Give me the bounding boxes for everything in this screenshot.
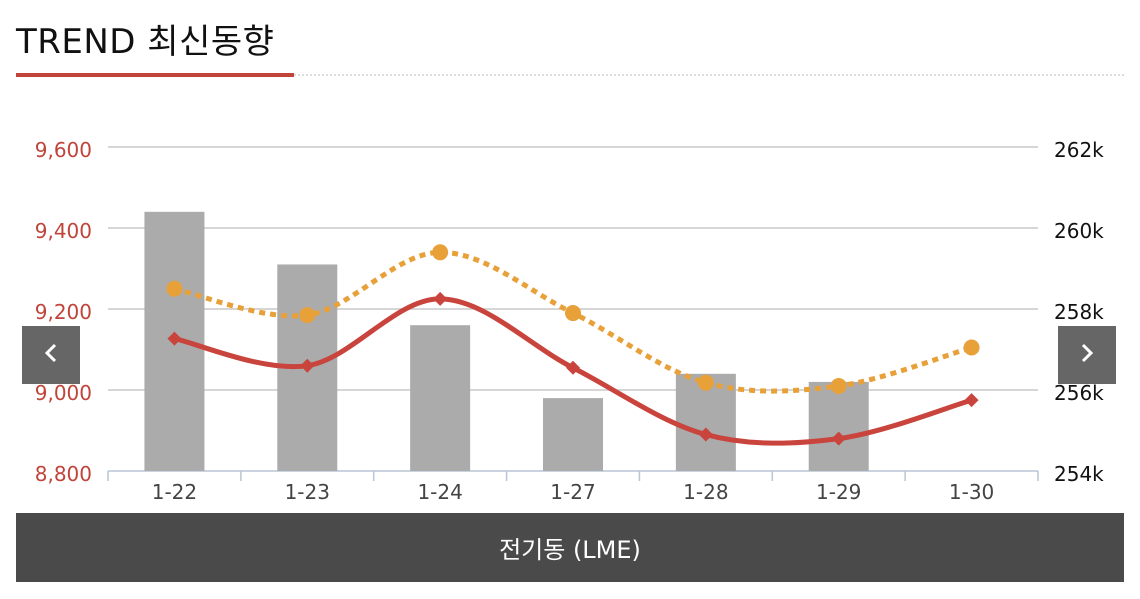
dotted-series-point bbox=[432, 244, 449, 261]
x-axis-tick-label: 1-27 bbox=[550, 480, 595, 504]
next-button[interactable] bbox=[1058, 326, 1116, 384]
x-axis-tick-label: 1-28 bbox=[683, 480, 728, 504]
prev-button[interactable] bbox=[22, 326, 80, 384]
x-axis-tick-label: 1-23 bbox=[285, 480, 330, 504]
page-title: TREND 최신동향 bbox=[16, 22, 275, 62]
x-axis-tick-label: 1-24 bbox=[417, 480, 462, 504]
left-axis-tick-label: 8,800 bbox=[35, 462, 92, 486]
left-axis-tick-label: 9,600 bbox=[35, 138, 92, 162]
dotted-series-point bbox=[697, 374, 714, 391]
right-axis-tick-label: 260k bbox=[1054, 219, 1104, 243]
right-axis-tick-label: 256k bbox=[1054, 381, 1104, 405]
bar bbox=[808, 381, 869, 471]
dotted-series-point bbox=[963, 339, 980, 356]
material-tab-copper-lme[interactable]: 전기동 (LME) bbox=[16, 513, 1124, 582]
x-axis-tick-label: 1-29 bbox=[816, 480, 861, 504]
trend-chart: 9,600 262k 9,400 260k 9,200 258k 9,000 256k 8,80… bbox=[35, 138, 1104, 504]
right-axis-tick-label: 258k bbox=[1054, 300, 1104, 324]
dotted-series-point bbox=[830, 377, 847, 394]
x-axis-tick-label: 1-22 bbox=[152, 480, 197, 504]
footer-label: 전기동 (LME) bbox=[499, 536, 641, 564]
dotted-series-point bbox=[565, 305, 581, 322]
solid-series-point bbox=[831, 431, 846, 446]
dotted-series-point bbox=[299, 307, 316, 324]
solid-series-point bbox=[167, 331, 182, 346]
right-axis-tick-label: 254k bbox=[1054, 462, 1104, 486]
solid-series-point bbox=[433, 291, 448, 306]
solid-series-point bbox=[566, 360, 580, 375]
left-axis-tick-label: 9,200 bbox=[35, 300, 92, 324]
chevron-left-icon bbox=[42, 342, 60, 368]
x-axis-tick-label: 1-30 bbox=[949, 480, 994, 504]
bar bbox=[543, 398, 603, 471]
title-divider bbox=[294, 74, 1124, 76]
left-axis-tick-label: 9,400 bbox=[35, 219, 92, 243]
solid-series-point bbox=[698, 427, 713, 442]
bar bbox=[410, 325, 471, 471]
title-underline bbox=[16, 73, 294, 77]
right-axis-tick-label: 262k bbox=[1054, 138, 1104, 162]
solid-series-point bbox=[300, 358, 315, 373]
chevron-right-icon bbox=[1078, 342, 1096, 368]
solid-series-point bbox=[964, 393, 979, 408]
left-axis-tick-label: 9,000 bbox=[35, 381, 92, 405]
dotted-series-point bbox=[166, 280, 183, 297]
